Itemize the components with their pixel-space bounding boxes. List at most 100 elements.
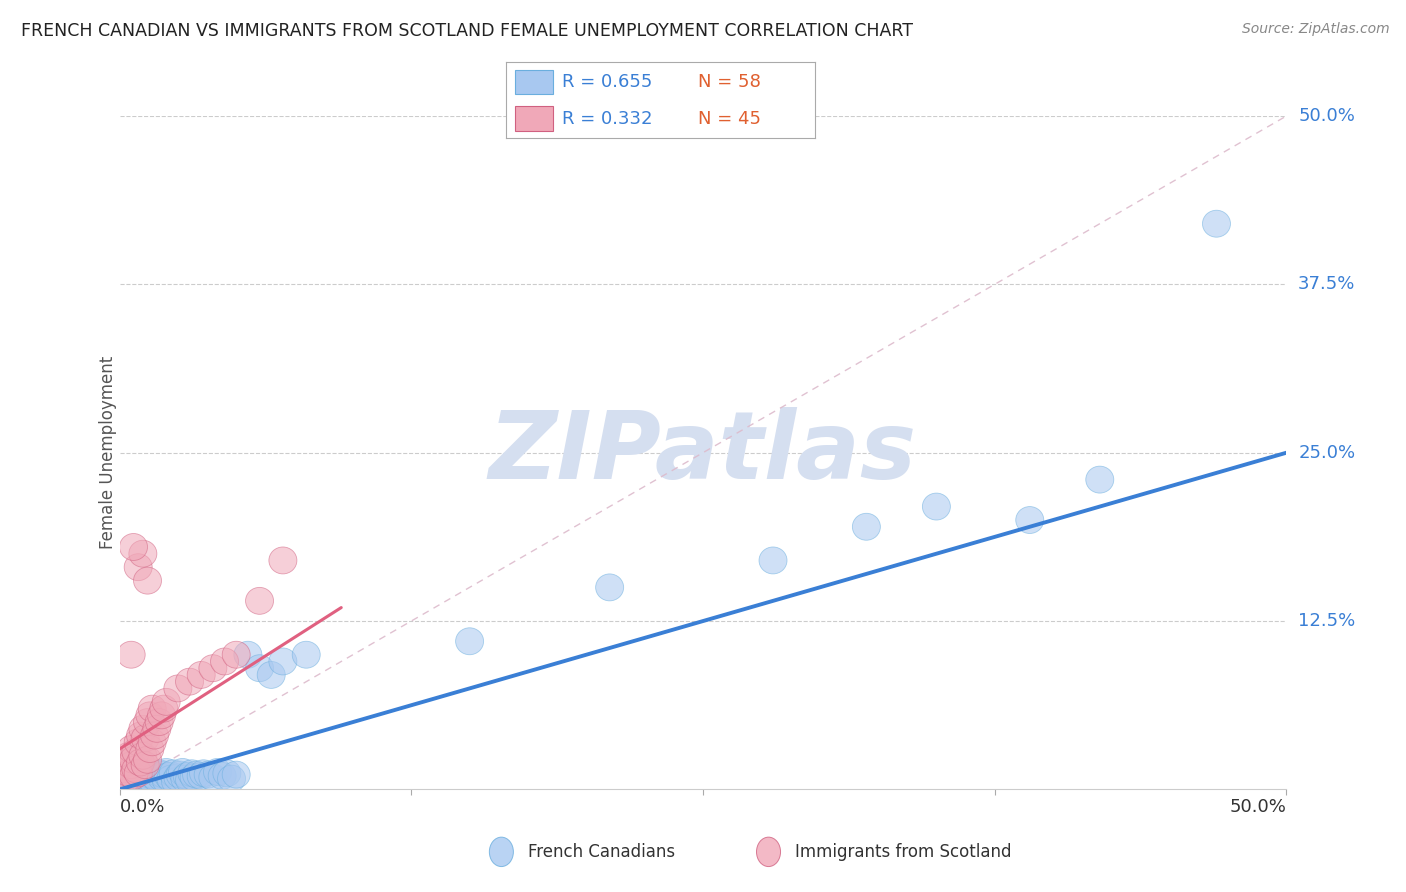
Ellipse shape — [148, 702, 176, 729]
Ellipse shape — [117, 736, 145, 763]
Ellipse shape — [246, 655, 274, 681]
Ellipse shape — [211, 648, 239, 675]
Ellipse shape — [222, 641, 250, 668]
Ellipse shape — [120, 747, 148, 773]
Ellipse shape — [257, 662, 285, 689]
Ellipse shape — [112, 749, 141, 776]
Ellipse shape — [190, 760, 218, 787]
Ellipse shape — [152, 758, 180, 785]
Ellipse shape — [204, 758, 232, 785]
Ellipse shape — [292, 641, 321, 668]
Ellipse shape — [187, 662, 215, 689]
Bar — [516, 70, 553, 95]
Ellipse shape — [489, 837, 513, 867]
Ellipse shape — [145, 760, 173, 787]
Ellipse shape — [110, 756, 138, 782]
Ellipse shape — [456, 628, 484, 655]
Ellipse shape — [131, 768, 159, 795]
Ellipse shape — [1202, 211, 1230, 237]
Ellipse shape — [155, 763, 183, 789]
Ellipse shape — [129, 765, 157, 792]
Ellipse shape — [141, 723, 169, 749]
Ellipse shape — [127, 723, 155, 749]
Ellipse shape — [218, 765, 246, 792]
Ellipse shape — [127, 768, 155, 795]
Ellipse shape — [143, 715, 172, 742]
Ellipse shape — [150, 695, 177, 723]
Ellipse shape — [212, 760, 240, 787]
Ellipse shape — [122, 766, 150, 794]
Ellipse shape — [115, 760, 143, 787]
Text: R = 0.655: R = 0.655 — [562, 73, 652, 91]
Ellipse shape — [129, 742, 157, 769]
Ellipse shape — [183, 761, 211, 788]
Ellipse shape — [222, 761, 250, 788]
Ellipse shape — [756, 837, 780, 867]
Ellipse shape — [152, 689, 180, 715]
Ellipse shape — [759, 547, 787, 574]
Ellipse shape — [117, 641, 145, 668]
Ellipse shape — [134, 764, 162, 791]
Ellipse shape — [177, 760, 205, 787]
Ellipse shape — [596, 574, 624, 601]
Ellipse shape — [162, 768, 190, 795]
Ellipse shape — [152, 766, 180, 794]
Ellipse shape — [198, 764, 226, 791]
Ellipse shape — [120, 533, 148, 560]
Ellipse shape — [208, 763, 236, 789]
Ellipse shape — [134, 567, 162, 594]
Ellipse shape — [131, 725, 159, 752]
Ellipse shape — [159, 760, 187, 787]
Ellipse shape — [117, 763, 145, 789]
Ellipse shape — [129, 541, 157, 567]
Ellipse shape — [120, 763, 148, 789]
Ellipse shape — [117, 752, 145, 779]
Ellipse shape — [269, 648, 297, 675]
Ellipse shape — [127, 749, 155, 776]
Ellipse shape — [148, 764, 176, 791]
Ellipse shape — [138, 695, 166, 723]
Ellipse shape — [145, 708, 173, 736]
Ellipse shape — [143, 765, 172, 792]
Text: 12.5%: 12.5% — [1298, 612, 1355, 630]
Text: French Canadians: French Canadians — [529, 843, 675, 861]
Ellipse shape — [165, 675, 191, 702]
Ellipse shape — [131, 752, 159, 779]
Ellipse shape — [165, 764, 191, 791]
Y-axis label: Female Unemployment: Female Unemployment — [100, 356, 117, 549]
Ellipse shape — [141, 763, 169, 789]
Ellipse shape — [120, 769, 148, 797]
Ellipse shape — [176, 668, 204, 695]
Ellipse shape — [122, 739, 150, 765]
Ellipse shape — [124, 554, 152, 581]
Ellipse shape — [115, 768, 143, 795]
Ellipse shape — [124, 760, 152, 787]
Ellipse shape — [136, 702, 165, 729]
Ellipse shape — [169, 758, 197, 785]
Bar — [516, 106, 553, 130]
Ellipse shape — [194, 761, 222, 788]
Ellipse shape — [269, 547, 297, 574]
Ellipse shape — [1085, 467, 1114, 493]
Ellipse shape — [173, 763, 201, 789]
Ellipse shape — [134, 708, 162, 736]
Ellipse shape — [124, 764, 152, 791]
Ellipse shape — [157, 765, 184, 792]
Text: Source: ZipAtlas.com: Source: ZipAtlas.com — [1241, 22, 1389, 37]
Ellipse shape — [124, 729, 152, 756]
Ellipse shape — [1015, 507, 1043, 533]
Text: 37.5%: 37.5% — [1298, 276, 1355, 293]
Ellipse shape — [110, 766, 138, 794]
Ellipse shape — [176, 766, 204, 794]
Text: R = 0.332: R = 0.332 — [562, 110, 652, 128]
Ellipse shape — [138, 729, 166, 756]
Ellipse shape — [122, 756, 150, 782]
Ellipse shape — [852, 513, 880, 541]
Ellipse shape — [108, 763, 136, 789]
Ellipse shape — [150, 761, 177, 788]
Ellipse shape — [198, 655, 226, 681]
Ellipse shape — [112, 771, 141, 797]
Ellipse shape — [166, 761, 194, 788]
Text: 50.0%: 50.0% — [1298, 107, 1355, 125]
Ellipse shape — [136, 761, 165, 788]
